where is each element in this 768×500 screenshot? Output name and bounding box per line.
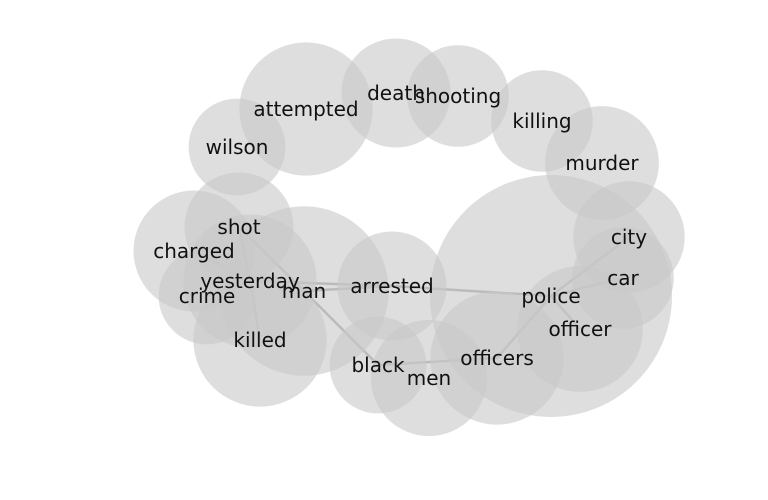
bubbles-layer (133, 38, 685, 437)
node-label-killing: killing (512, 109, 571, 133)
node-label-officers: officers (460, 346, 534, 370)
node-label-wilson: wilson (206, 135, 269, 159)
bubble-wilson (188, 98, 286, 196)
node-label-attempted: attempted (253, 97, 358, 121)
node-label-officer: officer (548, 317, 612, 341)
bubble-officer (517, 266, 643, 392)
node-label-shot: shot (217, 215, 260, 239)
bubble-arrested (337, 231, 447, 341)
node-label-city: city (611, 225, 647, 249)
node-label-death: death (367, 81, 425, 105)
node-label-yesterday: yesterday (200, 269, 300, 293)
node-label-car: car (607, 266, 639, 290)
node-label-black: black (351, 353, 405, 377)
node-label-arrested: arrested (350, 274, 433, 298)
node-label-man: man (282, 279, 326, 303)
node-label-shooting: shooting (415, 84, 501, 108)
node-label-men: men (407, 366, 451, 390)
node-label-charged: charged (153, 239, 235, 263)
bubble-shooting (407, 45, 509, 147)
node-label-crime: crime (179, 284, 236, 308)
node-label-murder: murder (565, 151, 639, 175)
node-label-killed: killed (233, 328, 286, 352)
node-label-police: police (521, 284, 580, 308)
bubble-killed (193, 273, 327, 407)
